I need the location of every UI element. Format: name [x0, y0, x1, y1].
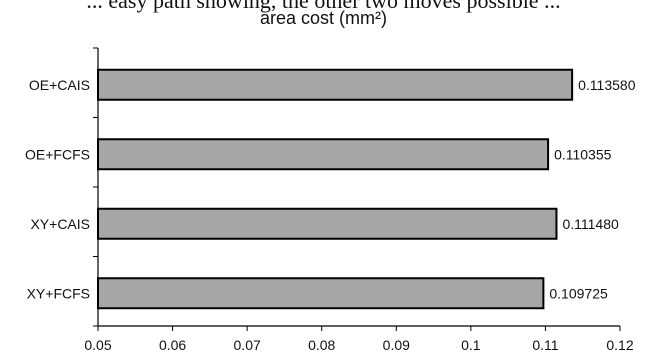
- chart-bars: [97, 68, 574, 310]
- bar: [97, 207, 558, 240]
- x-tick-label: 0.07: [234, 337, 261, 353]
- x-tick-label: 0.09: [383, 337, 410, 353]
- x-tick-label: 0.1: [461, 337, 481, 353]
- chart-title: area cost (mm²): [259, 8, 387, 28]
- bar: [97, 277, 545, 310]
- x-tick-label: 0.08: [308, 337, 335, 353]
- y-category-label: OE+FCFS: [25, 146, 90, 162]
- bar: [97, 68, 574, 101]
- x-tick-label: 0.06: [159, 337, 186, 353]
- bar-value-label: 0.113580: [578, 77, 636, 93]
- truncated-caption-text: ... easy path showing, the other two mov…: [86, 0, 561, 13]
- chart-labels: 0.05 0.06 0.07 0.08 0.09 0.1 0.11 0.12 OE+CAIS 0.…: [25, 77, 636, 353]
- bar-value-label: 0.111480: [562, 216, 619, 232]
- x-tick-label: 0.05: [84, 337, 111, 353]
- bar-value-label: 0.110355: [554, 146, 612, 162]
- y-category-label: XY+FCFS: [27, 285, 90, 301]
- x-tick-label: 0.11: [532, 337, 558, 353]
- x-tick-label: 0.12: [606, 337, 633, 353]
- bar-value-label: 0.109725: [549, 285, 608, 301]
- bar: [97, 138, 550, 171]
- y-category-label: XY+CAIS: [30, 216, 90, 232]
- y-category-label: OE+CAIS: [29, 77, 90, 93]
